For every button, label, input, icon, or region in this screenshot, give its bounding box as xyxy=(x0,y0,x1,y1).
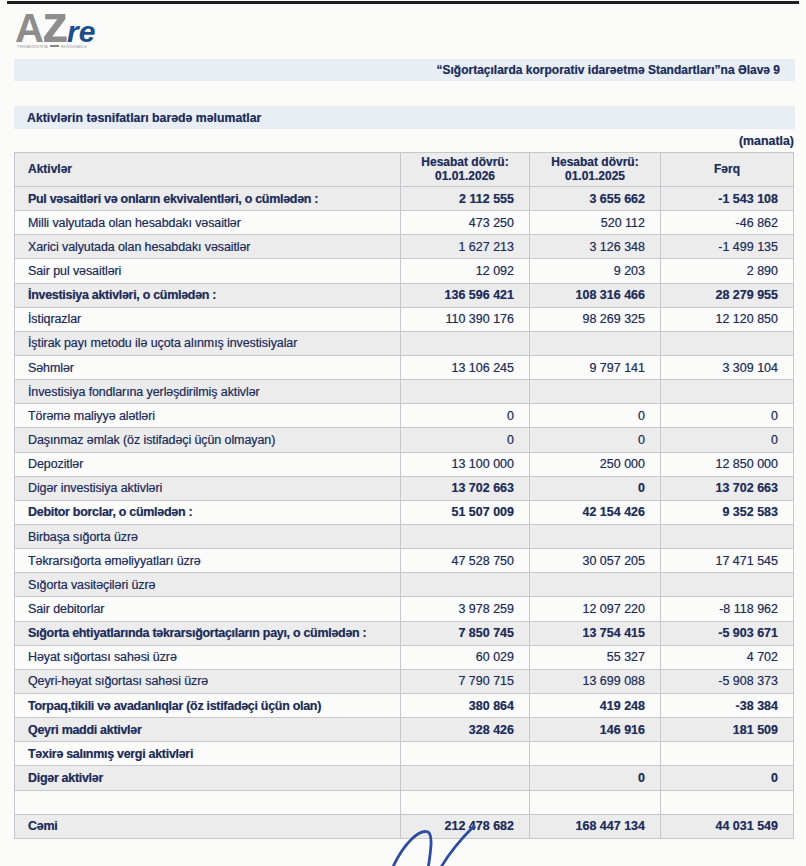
svg-text:re: re xyxy=(67,15,95,48)
svg-text:A: A xyxy=(15,6,44,50)
